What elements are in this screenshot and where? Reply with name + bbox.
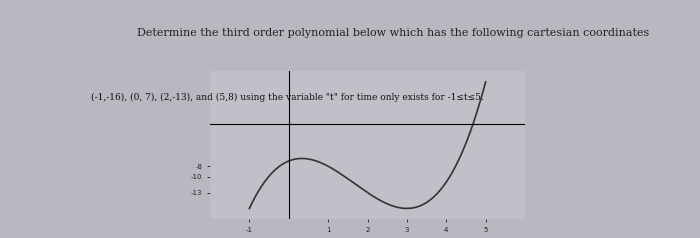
Text: Determine the third order polynomial below which has the following cartesian coo: Determine the third order polynomial bel… [137, 28, 650, 38]
Text: (-1,-16), (0, 7), (2,-13), and (5,8) using the variable "t" for time only exists: (-1,-16), (0, 7), (2,-13), and (5,8) usi… [91, 93, 484, 102]
